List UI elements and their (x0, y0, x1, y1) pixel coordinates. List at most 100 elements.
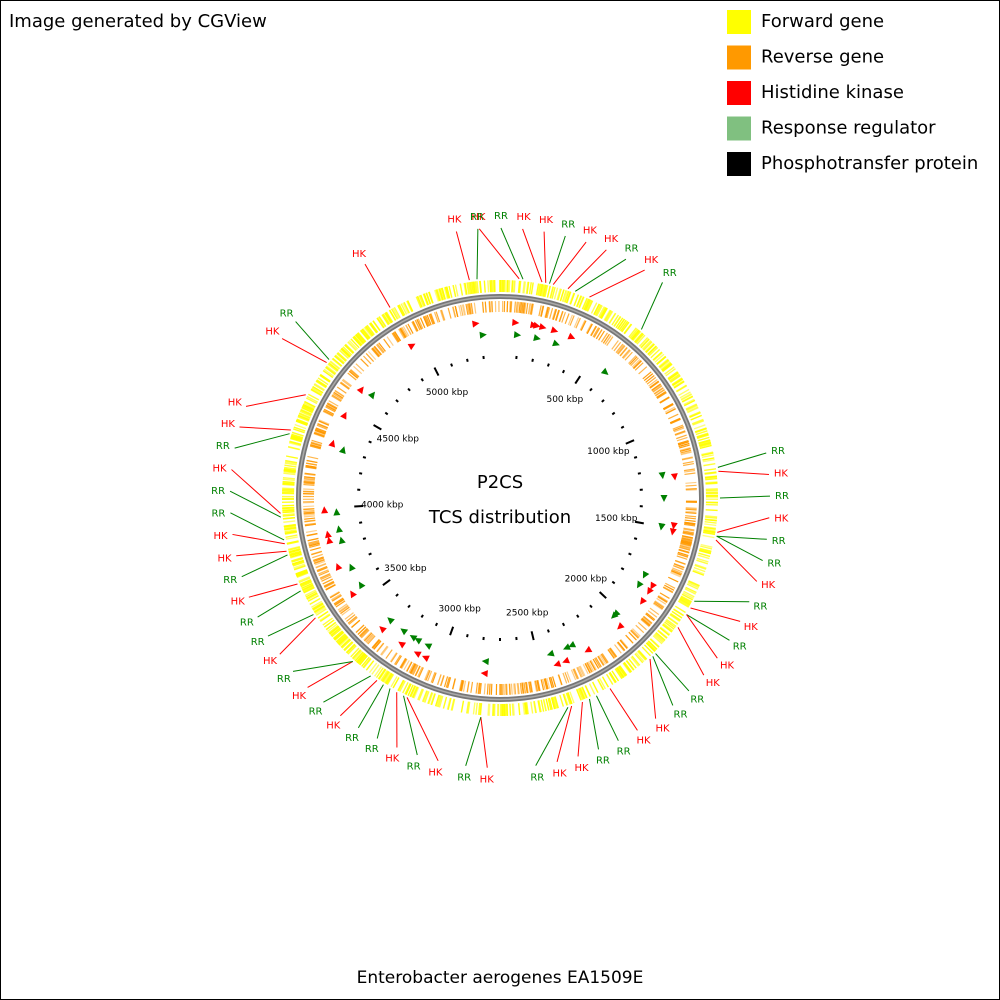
forward-gene (626, 659, 635, 671)
reverse-gene (552, 308, 557, 320)
forward-gene (296, 572, 309, 579)
reverse-gene (645, 612, 656, 621)
reverse-gene (310, 443, 322, 449)
legend-swatch (727, 81, 751, 105)
feature-marker (550, 326, 559, 334)
forward-gene (463, 282, 467, 295)
reverse-gene (608, 648, 617, 658)
forward-gene (356, 332, 366, 343)
reverse-gene (323, 408, 335, 415)
reverse-gene (537, 679, 541, 692)
forward-gene (288, 546, 301, 551)
forward-gene (699, 442, 712, 447)
reverse-gene (549, 677, 554, 688)
reverse-gene (523, 682, 527, 694)
reverse-gene (372, 346, 381, 356)
forward-gene (303, 402, 315, 409)
forward-gene (525, 281, 529, 294)
reverse-gene (431, 672, 437, 684)
feature-leader (715, 539, 758, 582)
forward-gene (665, 620, 676, 629)
reverse-gene (314, 431, 325, 437)
forward-gene (553, 287, 559, 300)
feature-leader (567, 249, 607, 290)
reverse-gene (314, 430, 326, 435)
reverse-gene (536, 680, 540, 692)
forward-gene (552, 696, 557, 709)
reverse-gene (425, 670, 431, 681)
forward-gene (650, 349, 661, 359)
reverse-gene (435, 311, 441, 323)
forward-gene (407, 684, 414, 696)
reverse-gene (334, 598, 345, 606)
minor-tick (561, 369, 566, 374)
reverse-gene (590, 325, 597, 336)
reverse-gene (652, 602, 663, 611)
reverse-gene (673, 564, 684, 571)
forward-gene (540, 284, 545, 297)
forward-gene (390, 308, 399, 320)
reverse-gene (458, 679, 463, 691)
minor-tick (576, 614, 580, 619)
forward-gene (298, 413, 311, 420)
reverse-gene (670, 418, 681, 424)
forward-gene (404, 683, 411, 695)
forward-gene (329, 361, 340, 370)
forward-gene (539, 283, 543, 297)
reverse-gene (615, 343, 624, 353)
minor-tick (362, 537, 367, 540)
forward-gene (697, 436, 710, 442)
feature-label: HK (706, 678, 721, 689)
reverse-gene (624, 351, 633, 361)
reverse-gene (310, 441, 322, 446)
forward-gene (368, 662, 378, 674)
forward-gene (686, 404, 698, 412)
forward-gene (569, 691, 575, 704)
feature-marker (532, 321, 541, 329)
reverse-gene (641, 617, 651, 626)
reverse-gene (540, 679, 545, 691)
feature-marker (650, 581, 657, 590)
feature-label: HK (326, 720, 341, 731)
forward-gene (683, 399, 696, 407)
feature-leader (234, 433, 290, 449)
forward-gene (705, 481, 718, 485)
forward-gene (334, 631, 345, 641)
forward-gene (317, 610, 329, 619)
forward-gene (577, 688, 584, 700)
forward-gene (704, 475, 717, 479)
reverse-gene (318, 569, 329, 575)
forward-gene (699, 549, 712, 554)
forward-gene (561, 290, 567, 302)
reverse-gene (674, 430, 686, 436)
footer: Enterobacter aerogenes EA1509E (357, 968, 644, 988)
reverse-gene (616, 344, 624, 354)
feature-label: RR (223, 575, 237, 586)
reverse-gene (378, 342, 386, 352)
forward-gene (303, 586, 315, 593)
reverse-gene (303, 508, 315, 511)
reverse-gene (586, 323, 593, 334)
reverse-gene (460, 680, 464, 692)
forward-gene (319, 614, 331, 623)
forward-gene (576, 688, 582, 701)
reverse-gene (309, 445, 321, 450)
reverse-gene (451, 678, 456, 690)
reverse-gene (609, 647, 618, 658)
reverse-gene (557, 674, 563, 686)
reverse-gene (670, 570, 682, 576)
forward-gene (590, 302, 598, 314)
reverse-gene (564, 313, 570, 325)
reverse-gene (659, 592, 670, 599)
feature-label: RR (280, 309, 294, 320)
reverse-gene (322, 578, 333, 585)
legend-swatch (727, 116, 751, 141)
forward-gene (299, 578, 312, 585)
reverse-gene (339, 605, 349, 613)
feature-marker (642, 570, 650, 579)
reverse-gene (381, 646, 389, 656)
forward-gene (378, 316, 387, 328)
reverse-gene (633, 360, 642, 369)
feature-label: HK (428, 767, 443, 778)
reverse-gene (652, 385, 663, 393)
